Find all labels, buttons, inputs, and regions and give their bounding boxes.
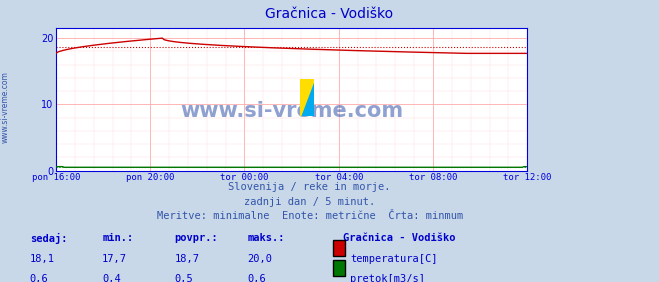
Text: temperatura[C]: temperatura[C] — [350, 254, 438, 264]
Text: Slovenija / reke in morje.: Slovenija / reke in morje. — [229, 182, 391, 192]
Text: 0,5: 0,5 — [175, 274, 193, 282]
Text: 20,0: 20,0 — [247, 254, 272, 264]
Text: 0,6: 0,6 — [30, 274, 48, 282]
Text: sedaj:: sedaj: — [30, 233, 67, 244]
Text: 18,1: 18,1 — [30, 254, 55, 264]
Text: 0,6: 0,6 — [247, 274, 266, 282]
Text: min.:: min.: — [102, 233, 133, 243]
Text: 0,4: 0,4 — [102, 274, 121, 282]
Text: zadnji dan / 5 minut.: zadnji dan / 5 minut. — [244, 197, 376, 206]
Text: www.si-vreme.com: www.si-vreme.com — [1, 71, 10, 143]
Text: 17,7: 17,7 — [102, 254, 127, 264]
Bar — [307, 79, 314, 116]
Text: Gračnica - Vodiško: Gračnica - Vodiško — [266, 7, 393, 21]
Polygon shape — [300, 79, 314, 116]
Text: Meritve: minimalne  Enote: metrične  Črta: minmum: Meritve: minimalne Enote: metrične Črta:… — [157, 211, 463, 221]
Polygon shape — [300, 79, 314, 116]
Text: www.si-vreme.com: www.si-vreme.com — [180, 101, 403, 121]
Text: povpr.:: povpr.: — [175, 233, 218, 243]
Text: pretok[m3/s]: pretok[m3/s] — [350, 274, 425, 282]
Text: 18,7: 18,7 — [175, 254, 200, 264]
Text: Gračnica - Vodiško: Gračnica - Vodiško — [343, 233, 455, 243]
Bar — [300, 79, 307, 116]
Text: maks.:: maks.: — [247, 233, 285, 243]
